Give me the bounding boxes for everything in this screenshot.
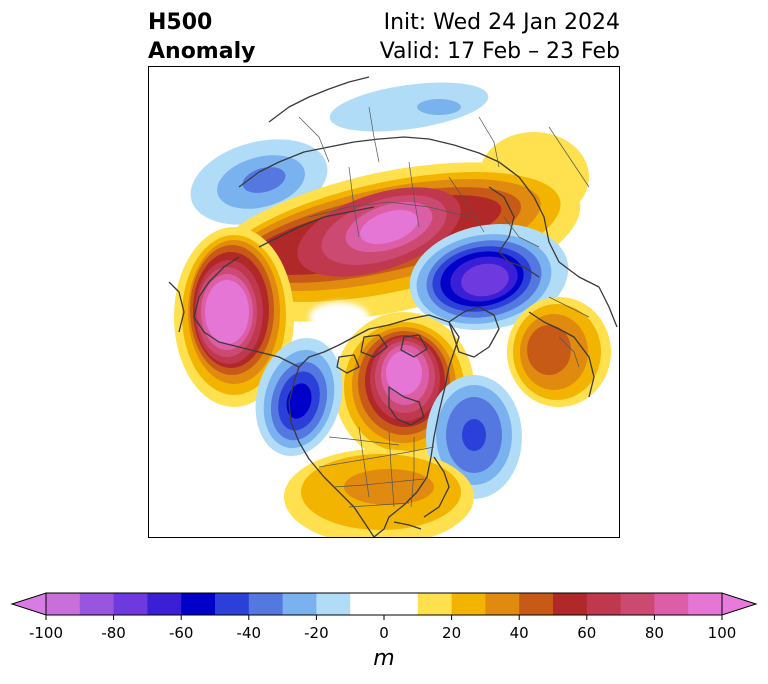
colorbar-segment [248, 593, 284, 615]
colorbar-segment [350, 593, 419, 615]
colorbar [10, 592, 758, 620]
title-field: Anomaly [148, 39, 256, 64]
coastlines [168, 76, 618, 537]
colorbar-segment [147, 593, 182, 615]
colorbar-unit: m [373, 646, 395, 671]
colorbar-tick-label: -80 [101, 624, 126, 642]
map-date-info: Init: Wed 24 Jan 2024 Valid: 17 Feb – 23… [380, 8, 620, 66]
colorbar-tick-label: -60 [168, 624, 194, 642]
colorbar-segment [586, 593, 622, 615]
colorbar-segment [620, 593, 655, 615]
colorbar-segment [688, 593, 723, 615]
colorbar-tick-label: 100 [707, 624, 737, 642]
colorbar-ticks [45, 615, 723, 620]
title-variable: H500 [148, 10, 213, 35]
anomaly-map [148, 66, 620, 538]
colorbar-segments [46, 593, 723, 615]
colorbar-tick-label: -40 [236, 624, 262, 642]
colorbar-segment [553, 593, 588, 615]
init-date: Init: Wed 24 Jan 2024 [383, 10, 620, 35]
colorbar-segment [46, 593, 81, 615]
colorbar-tick-label: 40 [509, 624, 529, 642]
colorbar-tick-label: 60 [577, 624, 597, 642]
colorbar-segment [485, 593, 520, 615]
colorbar-segment [316, 593, 351, 615]
colorbar-segment [215, 593, 250, 615]
colorbar-segment [654, 593, 689, 615]
colorbar-tick-label: -100 [28, 624, 64, 642]
colorbar-tick-label: 0 [379, 624, 389, 642]
colorbar-segment [113, 593, 148, 615]
colorbar-segment [79, 593, 115, 615]
colorbar-tick-label: 80 [644, 624, 664, 642]
colorbar-segment [181, 593, 216, 615]
colorbar-segment [417, 593, 453, 615]
colorbar-under-arrow [10, 592, 47, 616]
colorbar-segment [519, 593, 554, 615]
colorbar-segment [451, 593, 486, 615]
map-canvas [168, 76, 618, 537]
colorbar-over-arrow [721, 592, 758, 616]
colorbar-tick-label: -20 [304, 624, 329, 642]
borders [298, 106, 590, 508]
map-title: H500 Anomaly [148, 8, 255, 66]
colorbar-tick-label: 20 [442, 624, 462, 642]
anomaly-fill [174, 82, 611, 537]
colorbar-segment [282, 593, 317, 615]
valid-range: Valid: 17 Feb – 23 Feb [379, 39, 620, 64]
